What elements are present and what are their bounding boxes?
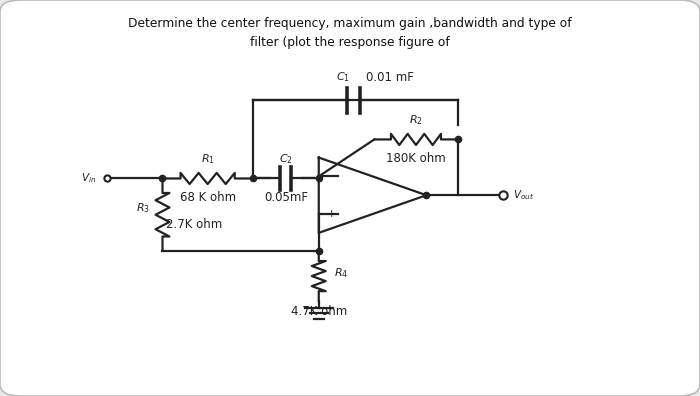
Text: $R_2$: $R_2$ bbox=[409, 113, 423, 127]
Text: −: − bbox=[326, 170, 337, 183]
Text: $R_1$: $R_1$ bbox=[201, 152, 215, 166]
Text: 0.05mF: 0.05mF bbox=[264, 191, 308, 204]
Text: filter (plot the response figure of: filter (plot the response figure of bbox=[250, 36, 450, 50]
Text: +: + bbox=[327, 209, 336, 219]
Text: $R_3$: $R_3$ bbox=[136, 201, 150, 215]
Text: $V_{out}$: $V_{out}$ bbox=[513, 188, 534, 202]
Text: Determine the center frequency, maximum gain ,bandwidth and type of: Determine the center frequency, maximum … bbox=[128, 17, 572, 30]
Text: $R_4$: $R_4$ bbox=[334, 267, 349, 280]
Text: $V_{in}$: $V_{in}$ bbox=[81, 171, 97, 185]
Text: $C_1$: $C_1$ bbox=[336, 70, 350, 84]
Text: 68 K ohm: 68 K ohm bbox=[180, 191, 236, 204]
Text: 180K ohm: 180K ohm bbox=[386, 152, 446, 165]
Text: $C_2$: $C_2$ bbox=[279, 152, 293, 166]
Text: 4.7K ohm: 4.7K ohm bbox=[290, 305, 347, 318]
Text: 0.01 mF: 0.01 mF bbox=[366, 70, 414, 84]
Text: 2.7K ohm: 2.7K ohm bbox=[166, 218, 222, 231]
